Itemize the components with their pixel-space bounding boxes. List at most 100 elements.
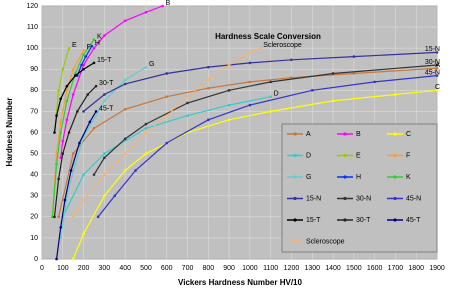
data-point (248, 51, 252, 54)
data-point (59, 156, 63, 160)
data-point (59, 120, 63, 124)
x-tick-label: 600 (161, 265, 173, 272)
series-line (60, 5, 163, 158)
data-point (59, 236, 63, 240)
data-point (248, 80, 252, 84)
legend-label: E (356, 152, 361, 159)
x-tick-label: 1700 (388, 265, 404, 272)
data-point (65, 99, 69, 103)
y-tick-label: 10 (30, 235, 38, 242)
data-point (144, 11, 148, 14)
y-tick-label: 30 (30, 193, 38, 200)
data-point (92, 38, 96, 42)
series-end-label: H (95, 40, 100, 47)
data-point (435, 66, 439, 70)
data-point (269, 110, 272, 113)
data-point (165, 72, 169, 75)
data-point (94, 110, 98, 113)
x-tick-label: 1600 (367, 265, 383, 272)
y-tick-label: 50 (30, 150, 38, 157)
data-point (92, 61, 96, 65)
x-tick-label: 400 (119, 265, 131, 272)
y-tick-label: 40 (30, 172, 38, 179)
series-end-label: 45-T (99, 105, 114, 112)
data-point (69, 169, 73, 172)
legend-marker (293, 153, 297, 158)
data-point (103, 156, 106, 160)
data-point (290, 58, 293, 62)
data-point (55, 162, 58, 166)
data-point (71, 215, 75, 219)
data-point (57, 215, 60, 219)
legend-label: B (356, 131, 361, 138)
data-point (67, 131, 71, 134)
data-point (82, 53, 85, 56)
data-point (123, 82, 127, 86)
data-point (123, 169, 127, 172)
legend-label: 15-N (306, 195, 321, 202)
data-point (71, 257, 75, 261)
data-point (186, 114, 189, 117)
legend-marker (393, 196, 397, 201)
x-tick-label: 1800 (408, 265, 424, 272)
y-tick-label: 0 (34, 256, 38, 263)
data-point (352, 72, 356, 75)
series-end-label: 30-T (99, 80, 114, 87)
data-point (103, 173, 106, 176)
legend-marker (293, 175, 297, 179)
series-line (76, 45, 93, 76)
legend-label: C (406, 131, 411, 138)
legend-marker (393, 132, 397, 136)
legend-label: Scleroscope (306, 238, 345, 245)
series-end-label: Scleroscope (263, 42, 302, 49)
data-point (248, 61, 252, 65)
data-point (207, 65, 210, 69)
data-point (61, 67, 65, 71)
data-point (227, 63, 231, 67)
legend-label: D (306, 152, 311, 159)
legend-marker (293, 196, 297, 201)
data-point (269, 95, 272, 98)
data-point (144, 122, 148, 126)
series-end-label: 15-N (425, 46, 440, 53)
data-point (82, 48, 85, 52)
data-point (86, 93, 90, 96)
data-point (435, 89, 439, 92)
legend-marker (343, 132, 347, 136)
legend-marker (343, 218, 347, 222)
legend-label: 15-T (306, 217, 321, 224)
data-point (65, 89, 69, 92)
x-tick-label: 800 (202, 265, 214, 272)
series-end-label: G (149, 61, 154, 68)
data-point (258, 46, 262, 50)
data-point (78, 141, 81, 145)
data-point (207, 86, 210, 90)
data-point (55, 152, 58, 155)
data-point (73, 74, 77, 77)
data-point (331, 72, 335, 75)
legend-label: 30-T (356, 217, 371, 224)
series-end-label: B (166, 0, 171, 7)
data-point (290, 76, 293, 79)
x-tick-label: 100 (57, 265, 69, 272)
data-point (186, 95, 189, 98)
data-point (82, 110, 85, 113)
y-tick-label: 100 (26, 45, 38, 52)
legend-marker (343, 196, 347, 201)
legend-marker (393, 218, 397, 222)
data-point (61, 139, 65, 143)
data-point (71, 93, 75, 96)
data-point (435, 51, 439, 54)
data-point (59, 97, 63, 101)
data-point (53, 215, 56, 219)
x-tick-label: 1100 (263, 265, 278, 272)
data-point (123, 108, 127, 111)
legend-marker (293, 132, 297, 136)
chart-title: Hardness Scale Conversion (215, 32, 321, 41)
x-tick-label: 1200 (284, 265, 300, 272)
x-tick-label: 0 (40, 265, 44, 272)
data-point (92, 126, 96, 130)
legend-label: 30-N (356, 195, 371, 202)
series-end-label: K (97, 34, 102, 41)
series-line (53, 48, 70, 133)
